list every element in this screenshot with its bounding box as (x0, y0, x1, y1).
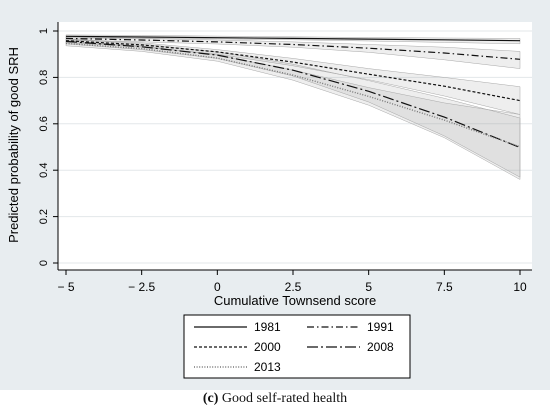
x-tick-label: 7.5 (436, 280, 453, 294)
x-tick-label: 2.5 (285, 280, 302, 294)
x-tick-label: 0 (214, 280, 221, 294)
legend-label-2000: 2000 (254, 340, 281, 354)
legend-label-2013: 2013 (254, 360, 281, 374)
figure-caption: (c) Good self-rated health (0, 391, 550, 407)
x-tick-label: 5 (365, 280, 372, 294)
caption-text: Good self-rated health (221, 391, 348, 406)
x-tick-label: − 5 (57, 280, 74, 294)
y-tick-label: 0.8 (38, 70, 50, 85)
x-axis-title: Cumulative Townsend score (214, 293, 376, 308)
series-line-1981 (65, 35, 521, 42)
legend: 1981 1991 2000 2008 2013 (183, 314, 411, 379)
series-line-2013 (65, 42, 521, 148)
ci-band-1991 (65, 36, 521, 69)
y-tick-label: 0.2 (38, 209, 50, 224)
series-line-2000 (65, 40, 521, 102)
y-tick-label: 1 (38, 28, 50, 34)
line-chart: 0 0.2 0.4 0.6 0.8 1 − 5 − 2.5 0 2.5 5 7.5 10 Predict… (0, 0, 550, 390)
plot-area: 0 0.2 0.4 0.6 0.8 1 − 5 − 2.5 0 2.5 5 7.5 10 (38, 22, 532, 294)
legend-label-1991: 1991 (367, 320, 394, 334)
legend-label-2008: 2008 (367, 340, 394, 354)
caption-label: (c) (202, 391, 219, 406)
y-axis-title: Predicted probability of good SRH (6, 47, 21, 243)
legend-label-1981: 1981 (254, 320, 281, 334)
series-line-1991 (65, 37, 521, 60)
plot-background (58, 22, 532, 270)
y-tick-label: 0.6 (38, 116, 50, 131)
x-tick-label: 10 (513, 280, 527, 294)
x-tick-label: − 2.5 (128, 280, 155, 294)
series-line-2008 (65, 40, 521, 149)
y-tick-label: 0 (38, 260, 50, 266)
y-tick-label: 0.4 (38, 163, 50, 178)
